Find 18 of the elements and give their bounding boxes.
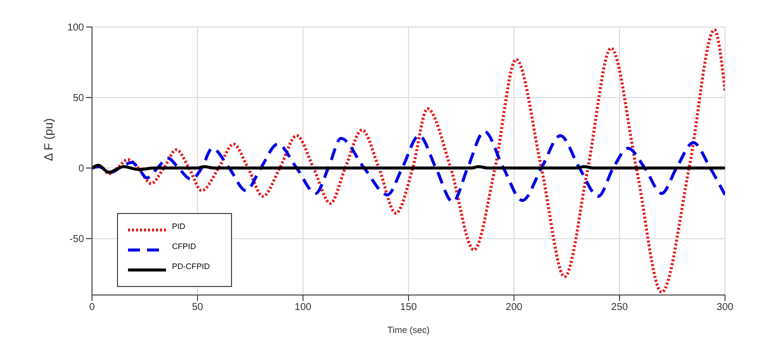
x-tick-label: 250 <box>611 302 628 314</box>
x-tick-label: 0 <box>89 302 96 314</box>
legend-label: PD-CFPID <box>172 262 210 270</box>
legend-label: PID <box>172 222 186 230</box>
y-tick-label: 0 <box>78 164 84 175</box>
y-axis-title: Δ F (pu) <box>41 118 56 161</box>
line-series <box>92 130 725 204</box>
line-series <box>92 164 725 174</box>
y-tick-label: 50 <box>72 93 84 104</box>
x-tick-label: 200 <box>506 302 523 314</box>
x-axis-title: Time (sec) <box>387 325 430 335</box>
x-tick-label: 50 <box>192 302 204 314</box>
x-tick-label: 100 <box>294 302 312 314</box>
x-tick-label: 300 <box>716 302 734 314</box>
legend-label: CFPID <box>172 242 196 250</box>
x-tick-label: 150 <box>400 302 418 314</box>
y-tick-label: -50 <box>70 234 84 246</box>
y-tick-label: 100 <box>67 22 84 34</box>
